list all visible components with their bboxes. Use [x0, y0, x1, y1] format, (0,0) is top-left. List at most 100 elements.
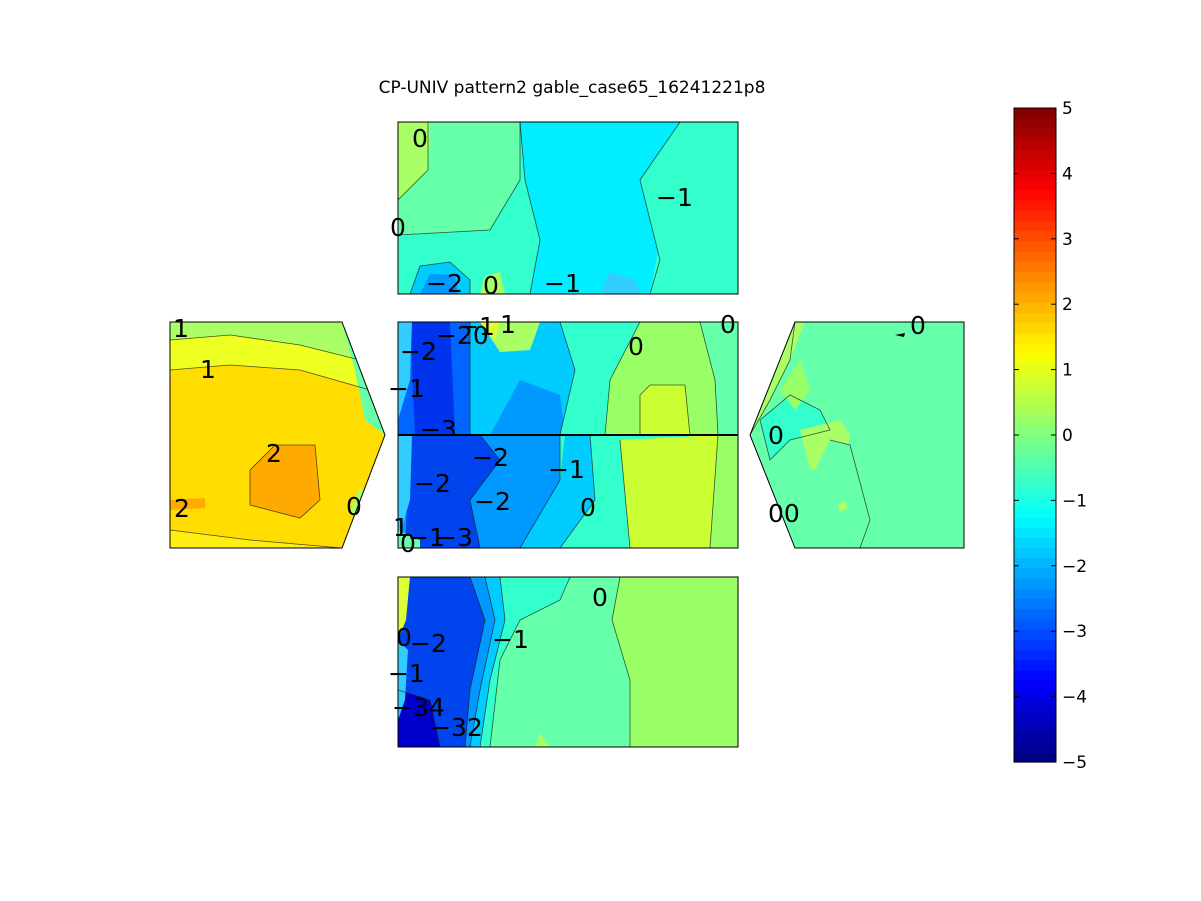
- bottom-face-label-4: −1: [492, 625, 529, 654]
- left-gable-label-5: 0: [346, 492, 362, 521]
- panel-roof-lower: −2 −2 −1 −2 0 1 0 −1 −3: [393, 434, 739, 558]
- colorbar-segment: [1014, 670, 1056, 681]
- roof-upper-label-2: −20: [436, 321, 489, 350]
- colorbar-segment: [1014, 373, 1056, 385]
- bottom-face-label-6: −34: [392, 693, 445, 722]
- colorbar-tick-label: −2: [1062, 557, 1087, 577]
- left-gable-label-2: 1: [200, 355, 216, 384]
- bottom-face-label-1: 0: [592, 583, 608, 612]
- panel-bottom-face: 0 0 −2 −1 −1 −34 −32: [388, 576, 739, 748]
- bottom-face-label-3: −2: [410, 629, 447, 658]
- top-face-label-5: 0: [483, 271, 499, 300]
- colorbar-segment: [1014, 230, 1056, 242]
- colorbar-segment: [1014, 496, 1056, 508]
- colorbar-segment: [1014, 179, 1056, 191]
- colorbar-segment: [1014, 322, 1056, 334]
- colorbar-tick-label: 1: [1062, 361, 1073, 381]
- roof-upper-label-6: 0: [628, 332, 644, 361]
- colorbar-tick-label: −1: [1062, 491, 1087, 511]
- colorbar-ticks: 5 4 3 2 1 0 −1 −2 −3 −4 −5: [1014, 99, 1087, 773]
- colorbar-segment: [1014, 598, 1056, 610]
- colorbar-segment: [1014, 445, 1056, 457]
- colorbar-segment: [1014, 281, 1056, 293]
- colorbar-segment: [1014, 240, 1056, 252]
- left-gable-label-4: 2: [174, 494, 190, 523]
- colorbar-segment: [1014, 383, 1056, 395]
- right-gable-label-1: 0: [910, 311, 926, 340]
- colorbar-tick-label: −3: [1062, 622, 1087, 642]
- roof-lower-label-1: −2: [472, 443, 509, 472]
- colorbar-segment: [1014, 475, 1056, 487]
- colorbar-segment: [1014, 639, 1056, 651]
- colorbar-segment: [1014, 618, 1056, 630]
- colorbar-segment: [1014, 700, 1056, 712]
- roof-lower-label-6: 1: [393, 513, 409, 542]
- roof-lower-label-9: −3: [436, 523, 473, 552]
- top-face-label-6: −1: [544, 269, 581, 298]
- roof-lower-label-7: 0: [400, 529, 416, 558]
- colorbar-tick-label: 2: [1062, 295, 1073, 315]
- colorbar-gradient: [1014, 108, 1056, 763]
- bottom-face-label-5: −1: [388, 659, 425, 688]
- colorbar-tick-label: 4: [1062, 164, 1073, 184]
- top-face-label-4: −2: [426, 269, 463, 298]
- colorbar-segment: [1014, 751, 1056, 763]
- top-face-label-2: 0: [390, 213, 406, 242]
- roof-lower-label-8: −1: [408, 523, 445, 552]
- colorbar-segment: [1014, 435, 1056, 446]
- colorbar-segment: [1014, 680, 1056, 692]
- colorbar-segment: [1014, 271, 1056, 283]
- roof-upper-label-5: −1: [458, 312, 495, 341]
- panel-left-gable: 1 1 2 2 0: [169, 314, 386, 549]
- colorbar-segment: [1014, 251, 1056, 262]
- colorbar-segment: [1014, 537, 1056, 549]
- colorbar-tick-label: 5: [1062, 99, 1073, 119]
- colorbar-segment: [1014, 414, 1056, 426]
- colorbar-segment: [1014, 332, 1056, 344]
- colorbar-segment: [1014, 312, 1056, 324]
- roof-lower-label-5: 0: [580, 493, 596, 522]
- colorbar-segment: [1014, 690, 1056, 702]
- colorbar-segment: [1014, 741, 1056, 753]
- colorbar-segment: [1014, 567, 1056, 579]
- colorbar-segment: [1014, 394, 1056, 405]
- colorbar-segment: [1014, 199, 1056, 211]
- bottom-face-label-7: −32: [430, 713, 483, 742]
- colorbar-segment: [1014, 159, 1056, 170]
- colorbar-segment: [1014, 128, 1056, 140]
- roof-upper-label-4: −2: [400, 337, 437, 366]
- colorbar-segment: [1014, 721, 1056, 732]
- bottom-face-label-2: 0: [396, 623, 412, 652]
- colorbar-tick-label: 0: [1062, 426, 1073, 446]
- colorbar-segment: [1014, 220, 1056, 232]
- left-gable-label-3: 2: [266, 439, 282, 468]
- top-face-label-3: −1: [656, 183, 693, 212]
- colorbar-segment: [1014, 189, 1056, 201]
- roof-lower-label-2: −2: [414, 469, 451, 498]
- colorbar-segment: [1014, 148, 1056, 160]
- colorbar-segment: [1014, 629, 1056, 640]
- chart-title: CP-UNIV pattern2 gable_case65_16241221p8: [379, 78, 766, 98]
- colorbar-segment: [1014, 547, 1056, 559]
- roof-upper-label-3: 1: [500, 310, 516, 339]
- colorbar-segment: [1014, 506, 1056, 518]
- colorbar-segment: [1014, 138, 1056, 150]
- colorbar-segment: [1014, 424, 1056, 436]
- top-face-label-1: 0: [412, 124, 428, 153]
- colorbar-segment: [1014, 486, 1056, 497]
- panel-top-face: 0 0 −1 −2 0 −1: [390, 121, 739, 300]
- colorbar-segment: [1014, 588, 1056, 600]
- colorbar-segment: [1014, 302, 1056, 313]
- colorbar-segment: [1014, 169, 1056, 181]
- colorbar-segment: [1014, 731, 1056, 743]
- roof-upper-label-1: −1: [388, 374, 425, 403]
- colorbar-segment: [1014, 118, 1056, 130]
- colorbar-tick-label: 3: [1062, 230, 1073, 250]
- roof-upper-label-7: 0: [720, 310, 736, 339]
- panel-roof-upper: −1 −20 1 −2 −1 0 0 −3: [388, 310, 739, 444]
- roof-lower-label-4: −2: [474, 487, 511, 516]
- colorbar-tick-label: −4: [1062, 688, 1087, 708]
- colorbar-segment: [1014, 363, 1056, 375]
- colorbar-segment: [1014, 526, 1056, 538]
